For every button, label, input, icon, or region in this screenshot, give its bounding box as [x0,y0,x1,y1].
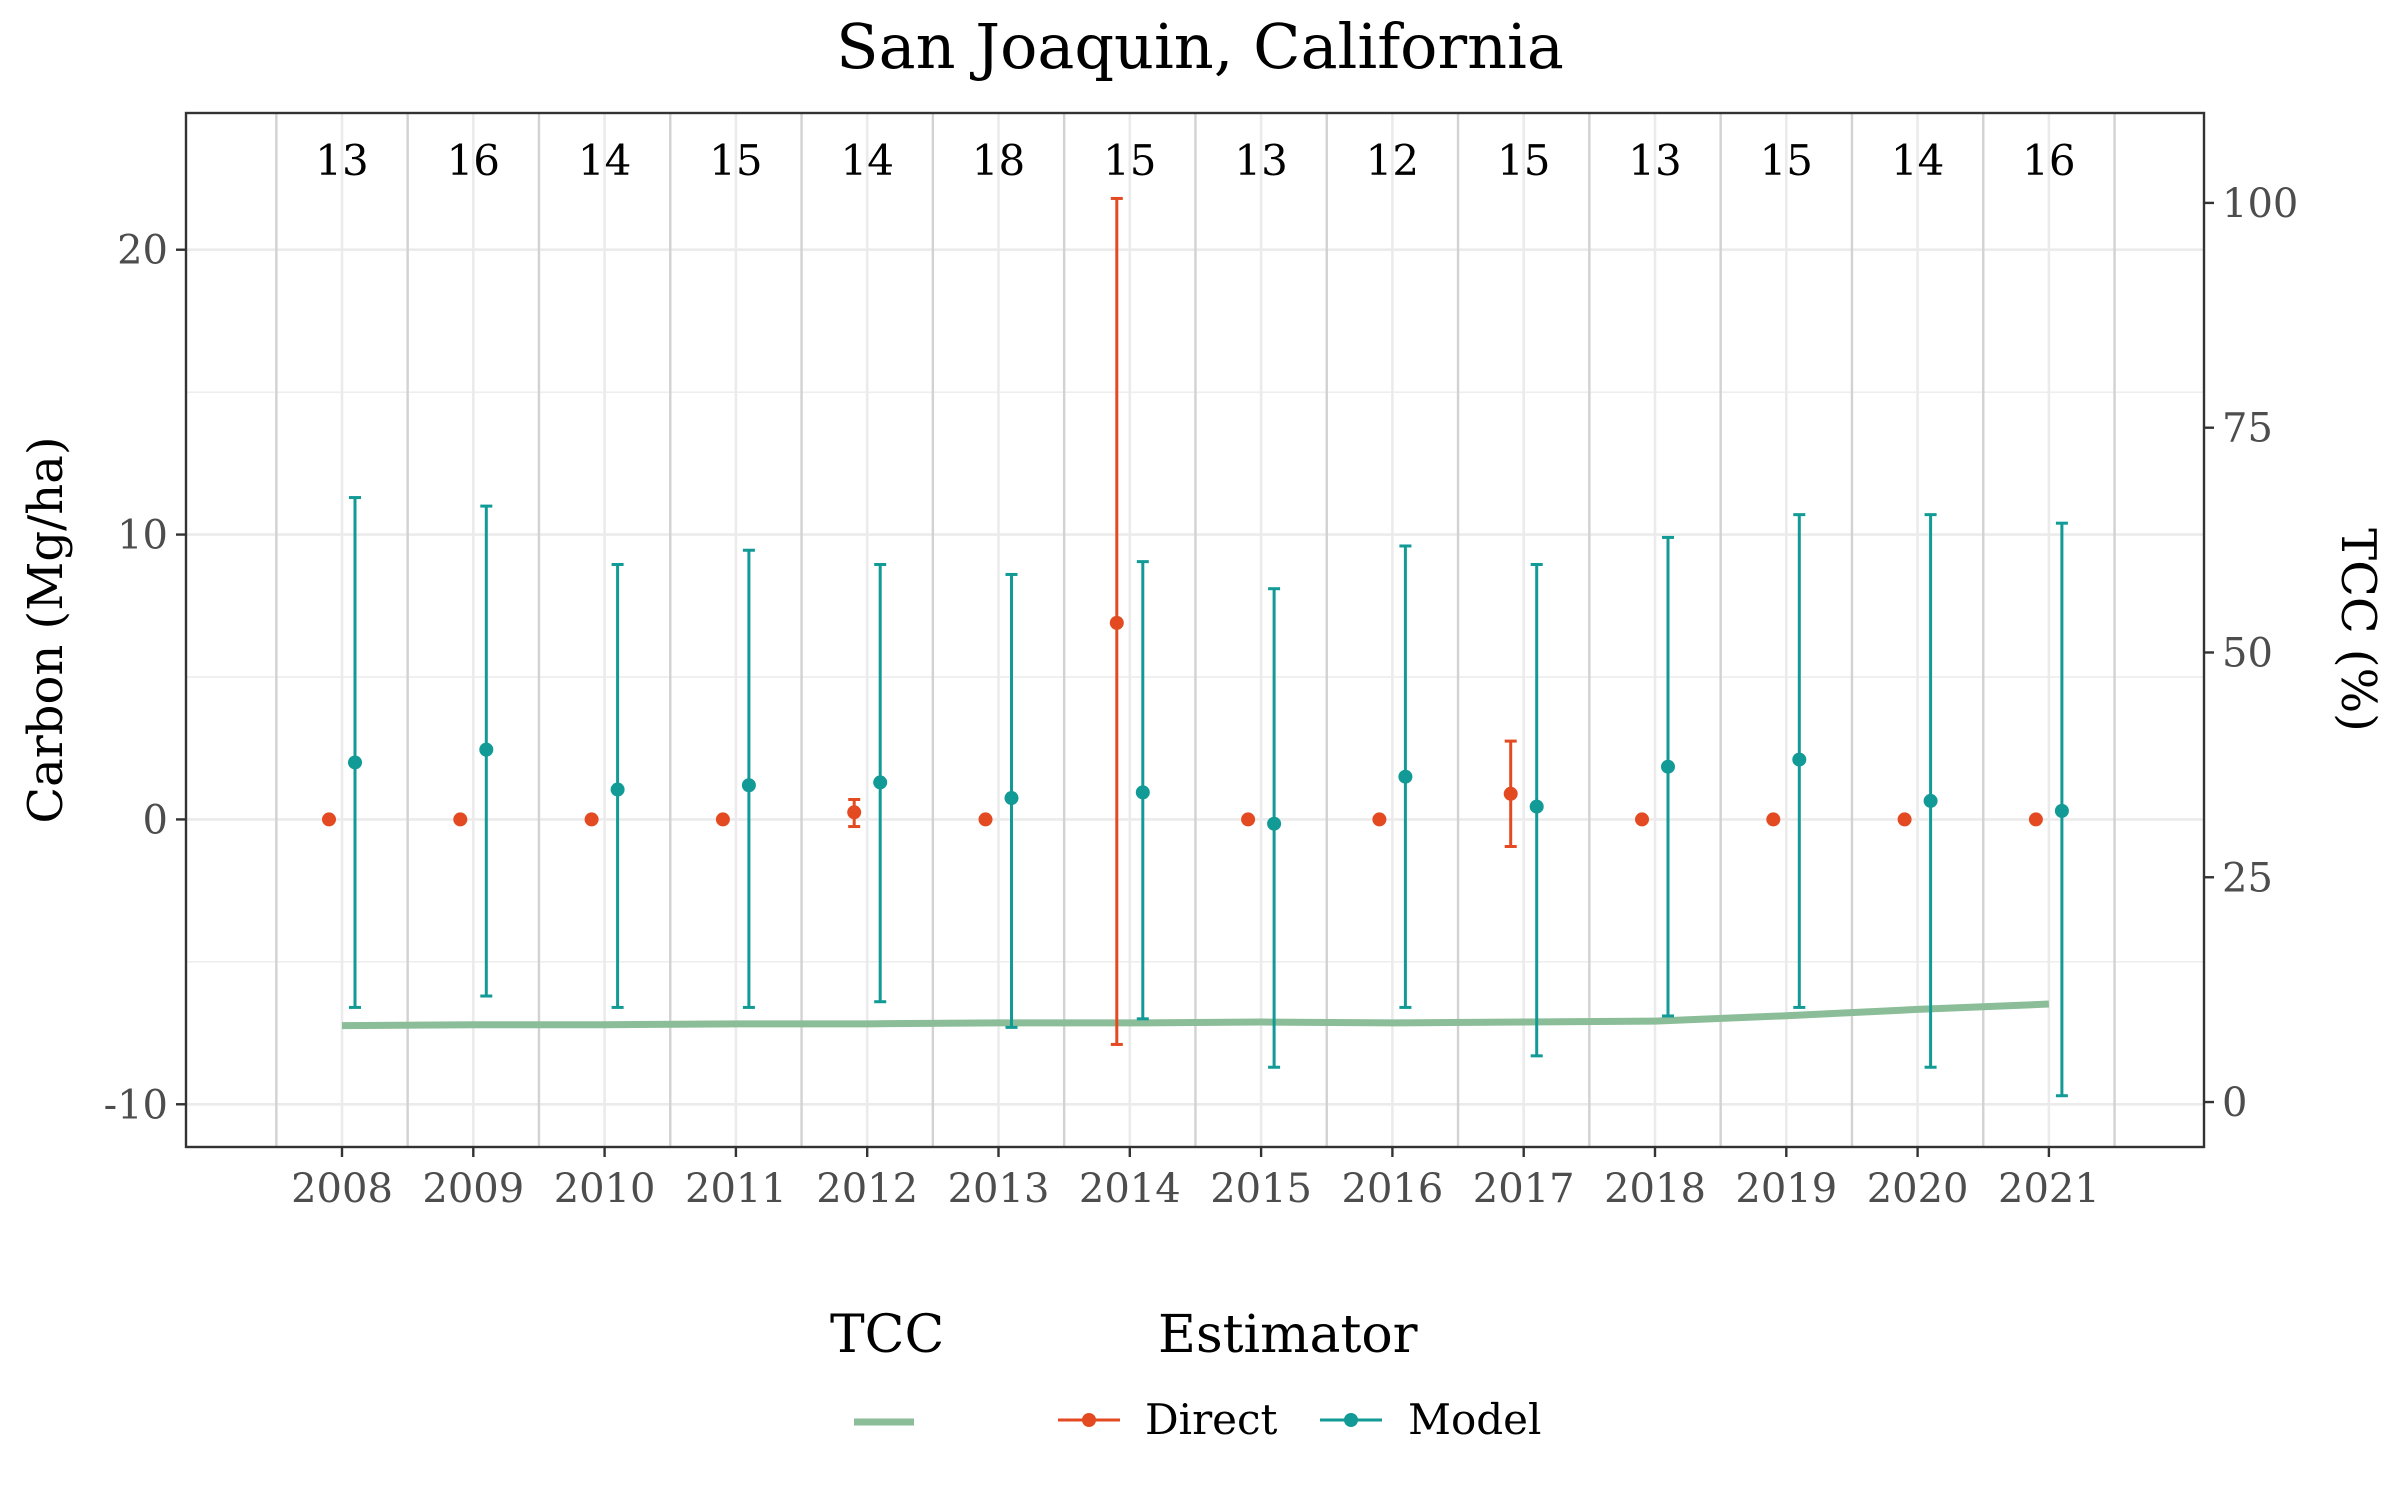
data-point [610,782,625,797]
chart-title: San Joaquin, California [836,10,1564,83]
sample-count-labels: 13 16 14 15 14 18 15 13 12 15 13 15 14 16 [315,136,2075,185]
series-model [348,496,2069,1098]
y-tick-label: 0 [143,797,168,843]
sample-count-label: 15 [1760,136,1813,185]
y2-tick-label: 50 [2222,630,2273,676]
data-point [1135,785,1150,800]
sample-count-label: 12 [1366,136,1419,185]
data-point [453,812,468,827]
sample-count-label: 13 [315,136,368,185]
data-point [847,805,862,820]
x-tick-label: 2010 [554,1166,656,1212]
series-direct [322,196,2043,1046]
y2-axis-label: TCC (%) [2330,528,2386,732]
sample-count-label: 14 [840,136,893,185]
tcc-series [341,1000,2050,1030]
x-tick-label: 2009 [422,1166,524,1212]
y2-tick-label: 0 [2222,1080,2247,1126]
data-point [322,812,336,827]
x-tick-label: 2015 [1210,1166,1312,1212]
sample-count-label: 18 [972,136,1025,185]
legend-tcc-title: TCC [830,1305,944,1365]
data-point [873,775,888,790]
x-tick-label: 2021 [1998,1166,2100,1212]
data-point [1923,793,1938,808]
sample-count-label: 14 [578,136,631,185]
sample-count-label: 15 [1103,136,1156,185]
gridlines [186,113,2204,1147]
data-point [1529,799,1544,814]
x-tick-label: 2013 [948,1166,1050,1212]
data-point [1635,812,1649,827]
y-axis-label: Carbon (Mg/ha) [18,436,74,823]
legend-direct-point [1082,1413,1096,1427]
data-point [978,812,993,827]
legend-direct-key [1058,1413,1120,1427]
x-tick-label: 2012 [816,1166,918,1212]
data-point [1897,812,1912,827]
data-point [1503,786,1518,801]
sample-count-label: 13 [1234,136,1287,185]
sample-count-label: 13 [1628,136,1681,185]
data-point [1004,791,1019,806]
x-tick-label: 2008 [291,1166,393,1212]
sample-count-label: 15 [709,136,762,185]
sample-count-label: 14 [1891,136,1944,185]
x-tick-label: 2020 [1867,1166,1969,1212]
legend-model-point [1344,1413,1358,1427]
data-point [1241,812,1256,827]
legend-estimator-title: Estimator [1158,1305,1418,1365]
data-point [1372,812,1387,827]
sample-count-label: 15 [1497,136,1550,185]
y2-tick-label: 75 [2222,406,2273,452]
legend-model-label: Model [1408,1395,1541,1444]
data-point [1398,769,1413,784]
axes: -10 0 10 20 0 25 50 75 100 2008 2009 2010 2011 2012 20… [104,111,2298,1212]
sample-count-label: 16 [447,136,500,185]
x-tick-label: 2014 [1079,1166,1181,1212]
legend: TCC Estimator Direct Model [830,1305,1541,1444]
x-tick-label: 2018 [1604,1166,1706,1212]
data-point [715,812,730,827]
data-point [584,812,599,827]
sample-count-label: 16 [2022,136,2075,185]
legend-direct-label: Direct [1145,1395,1278,1444]
y-tick-label: -10 [104,1082,168,1128]
data-point [741,778,756,793]
estimator-series [322,196,2069,1098]
y-tick-label: 20 [117,228,168,274]
x-tick-label: 2017 [1473,1166,1575,1212]
data-point [1267,816,1282,831]
x-tick-label: 2019 [1735,1166,1837,1212]
x-tick-label: 2011 [685,1166,787,1212]
y2-tick-label: 25 [2222,855,2273,901]
data-point [479,742,494,757]
data-point [1792,752,1807,767]
y-tick-label: 10 [117,513,168,559]
data-point [1109,615,1124,630]
data-point [348,755,362,770]
data-point [2054,803,2069,818]
tcc-line [341,1000,2050,1030]
data-point [1661,759,1675,774]
data-point [1766,812,1781,827]
data-point [2028,812,2043,827]
panel-border [184,111,2206,1149]
x-tick-label: 2016 [1342,1166,1444,1212]
legend-model-key [1320,1413,1382,1427]
y2-tick-label: 100 [2222,181,2298,227]
